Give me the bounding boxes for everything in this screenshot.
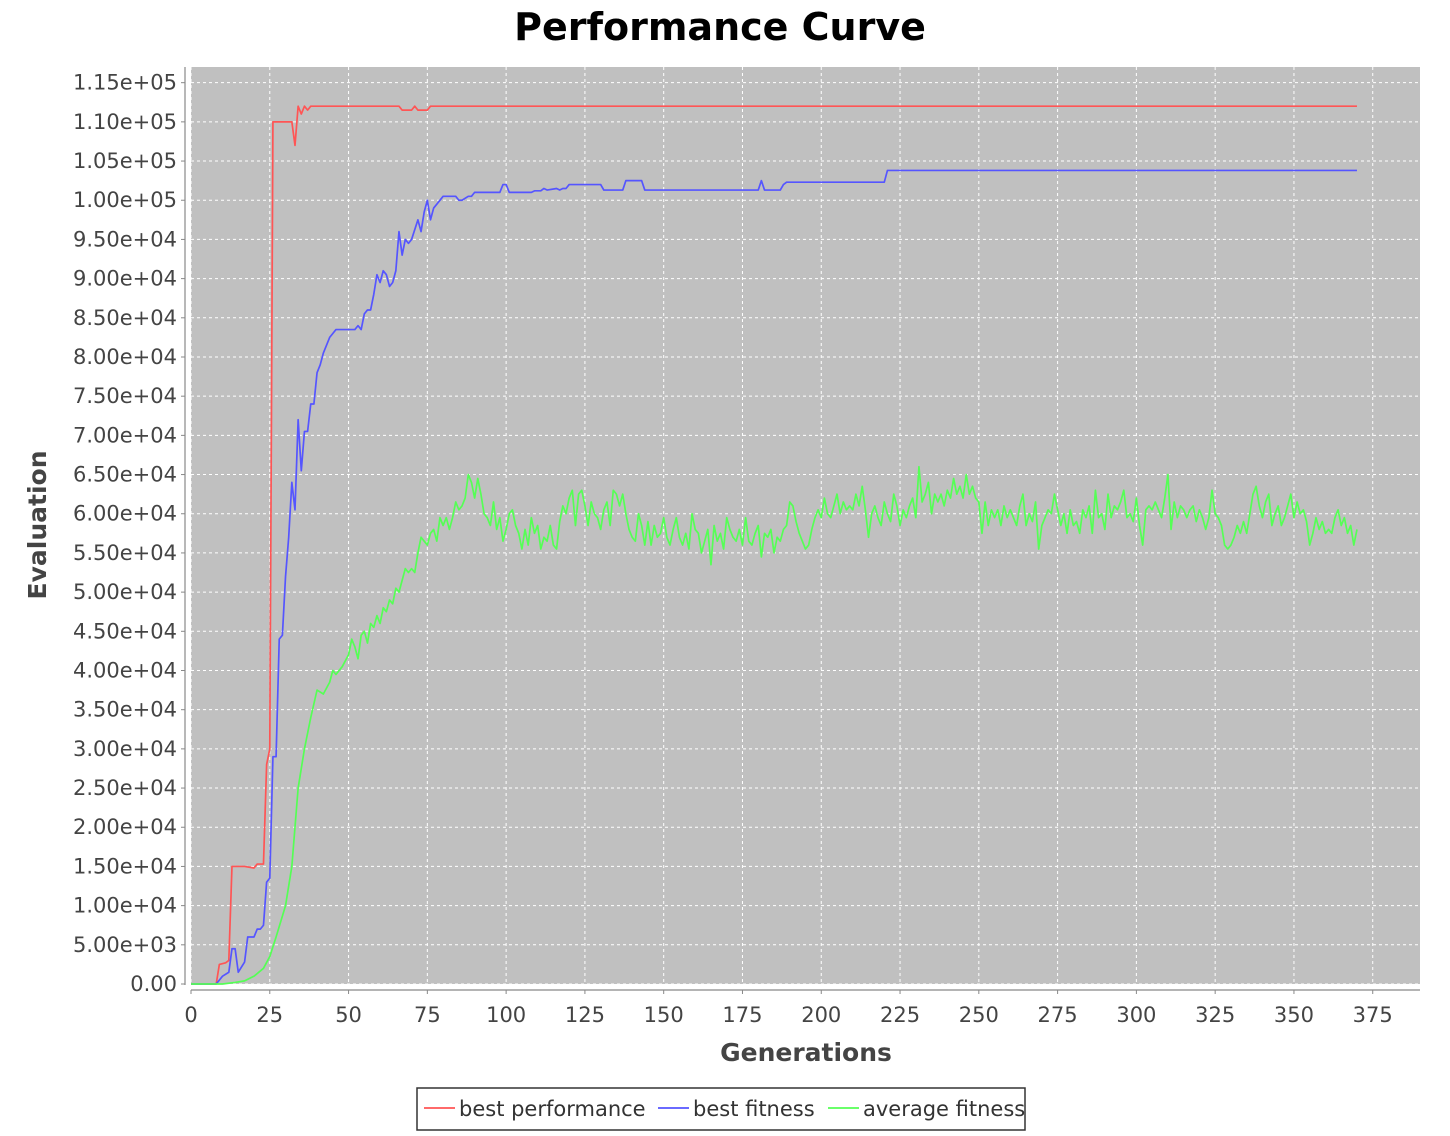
y-tick-label: 9.00e+04 [73,267,177,291]
y-tick-label: 7.00e+04 [73,423,177,447]
x-tick-label: 350 [1274,1003,1314,1027]
y-tick-label: 3.00e+04 [73,737,177,761]
y-tick-label: 1.05e+05 [73,149,177,173]
y-tick-label: 9.50e+04 [73,227,177,251]
y-tick-label: 1.15e+05 [73,71,177,95]
y-tick-label: 4.50e+04 [73,619,177,643]
legend-label: best performance [459,1097,646,1121]
legend-label: best fitness [693,1097,815,1121]
x-axis-label: Generations [720,1038,892,1067]
x-tick-label: 75 [414,1003,441,1027]
series-line-average-fitness [191,465,1358,985]
series-line-best-fitness [191,169,1357,985]
x-tick-label: 150 [644,1003,684,1027]
legend: best performance best fitness average fitn… [416,1087,1026,1131]
x-tick-label: 375 [1353,1003,1393,1027]
y-tick-label: 1.10e+05 [73,110,177,134]
x-tick-label: 225 [880,1003,920,1027]
y-tick-label: 5.50e+04 [73,541,177,565]
y-tick-label: 1.00e+05 [73,188,177,212]
legend-label: average fitness [863,1097,1025,1121]
x-tick-label: 250 [959,1003,999,1027]
x-tick-label: 275 [1038,1003,1078,1027]
legend-box [416,1087,1026,1131]
y-tick-label: 4.00e+04 [73,658,177,682]
y-tick-label: 7.50e+04 [73,384,177,408]
x-tick-label: 175 [722,1003,762,1027]
x-tick-label: 325 [1195,1003,1235,1027]
plot-area [191,67,1420,984]
y-tick-label: 1.50e+04 [73,854,177,878]
y-tick-label: 5.00e+03 [73,933,177,957]
x-tick-label: 0 [184,1003,197,1027]
x-tick-label: 125 [565,1003,605,1027]
x-tick-label: 25 [256,1003,283,1027]
y-tick-label: 1.00e+04 [73,894,177,918]
x-tick-label: 200 [801,1003,841,1027]
x-tick-label: 300 [1116,1003,1156,1027]
y-tick-label: 8.00e+04 [73,345,177,369]
y-tick-label: 8.50e+04 [73,306,177,330]
y-tick-label: 0.00 [130,972,177,996]
chart-title: Performance Curve [514,5,926,49]
x-axis-ticks: 0 25 50 75 100 125 150 175 200 225 250 275 300 325 350… [184,990,1393,1027]
y-tick-label: 6.00e+04 [73,502,177,526]
y-tick-label: 2.50e+04 [73,776,177,800]
series-line-best-performance [191,105,1357,985]
y-axis-label: Evaluation [23,451,52,600]
y-tick-label: 3.50e+04 [73,698,177,722]
y-tick-label: 6.50e+04 [73,463,177,487]
x-tick-label: 50 [335,1003,362,1027]
x-tick-label: 100 [486,1003,526,1027]
y-tick-label: 2.00e+04 [73,815,177,839]
y-tick-label: 5.00e+04 [73,580,177,604]
y-axis-ticks: 0.00 5.00e+03 1.00e+04 1.50e+04 2.00e+04 2.50… [73,71,185,996]
series-lines [191,105,1358,985]
